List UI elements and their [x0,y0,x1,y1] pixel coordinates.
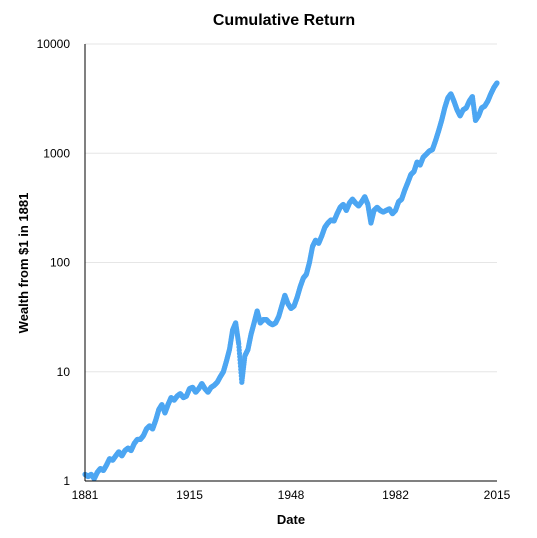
y-tick-label: 100 [50,256,70,270]
x-tick-label: 1881 [72,488,99,502]
x-tick-label: 2015 [484,488,511,502]
data-point [494,80,500,86]
y-tick-label: 1 [63,474,70,488]
x-tick-label: 1982 [382,488,409,502]
y-tick-label: 10000 [37,37,71,51]
gridlines [85,43,497,373]
y-tick-label: 1000 [43,146,70,160]
x-axis-label: Date [277,512,305,527]
data-points [82,80,500,482]
y-tick-labels: 1 10 100 1000 10000 [37,37,71,488]
y-tick-label: 10 [57,365,71,379]
x-tick-labels: 1881 1915 1948 1982 2015 [72,488,511,502]
x-tick-label: 1948 [278,488,305,502]
x-tick-label: 1915 [176,488,203,502]
y-axis-label: Wealth from $1 in 1881 [16,193,31,334]
chart-title: Cumulative Return [213,12,355,29]
